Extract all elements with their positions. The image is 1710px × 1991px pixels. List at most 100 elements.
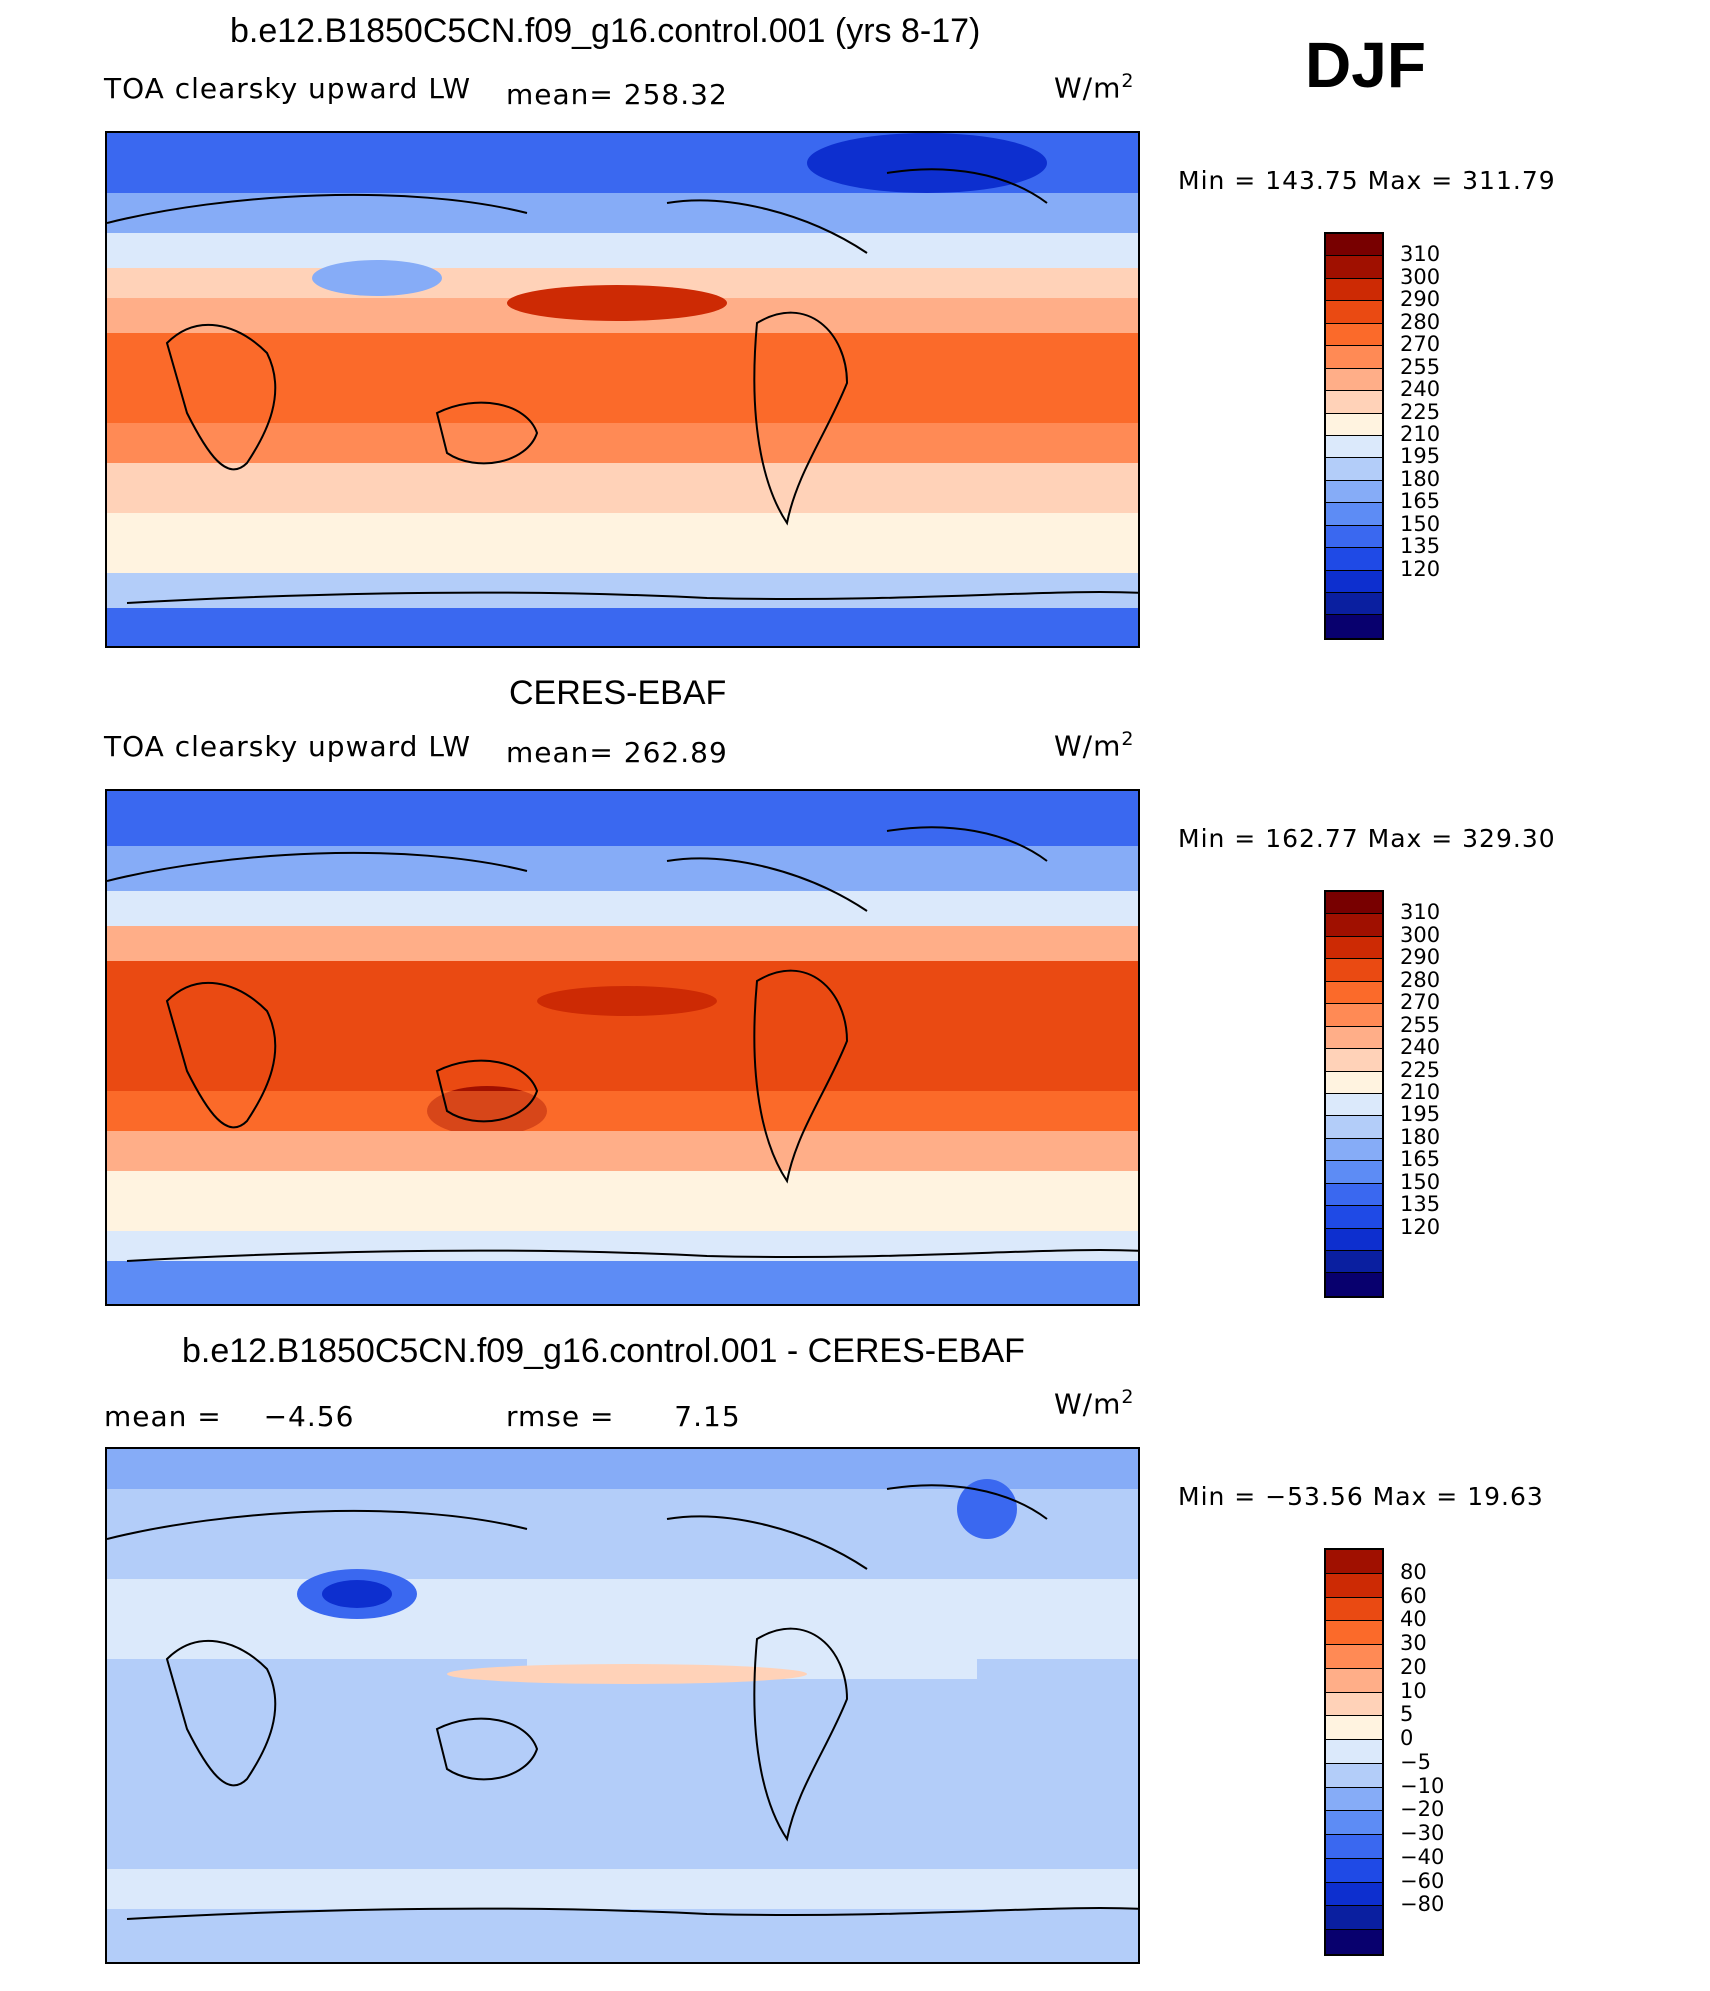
panel-3-mean: mean = −4.56 (104, 1400, 354, 1433)
colorbar-tick-label: 240 (1400, 377, 1441, 402)
panel-2-map-svg (107, 791, 1138, 1304)
units-base: W/m (1054, 1387, 1122, 1421)
colorbar-tick-label: 195 (1400, 1102, 1441, 1127)
colorbar-swatch (1326, 1093, 1382, 1117)
colorbar-swatch (1326, 1273, 1382, 1296)
colorbar-tick-label: 210 (1400, 1080, 1441, 1104)
colorbar-swatch (1326, 548, 1382, 571)
colorbar-swatch (1326, 1004, 1382, 1027)
colorbar-swatch (1326, 435, 1382, 459)
colorbar-tick-label: 135 (1400, 1192, 1441, 1217)
colorbar-tick-label: 270 (1400, 990, 1441, 1015)
colorbar-tick-label: 5 (1400, 1702, 1414, 1727)
panel-3-map-svg (107, 1449, 1138, 1962)
colorbar-swatch (1326, 234, 1382, 257)
colorbar-swatch (1326, 570, 1382, 593)
colorbar-swatch (1326, 458, 1382, 481)
colorbar-swatch (1326, 256, 1382, 279)
colorbar-tick-label: 0 (1400, 1726, 1414, 1751)
colorbar-swatch (1326, 914, 1382, 937)
colorbar-swatch (1326, 1787, 1382, 1812)
colorbar-tick-label: 280 (1400, 309, 1441, 334)
colorbar-swatch (1326, 1161, 1382, 1184)
panel-2-map (105, 789, 1140, 1306)
panel-2-mean-label: mean= (506, 736, 614, 769)
colorbar-tick-label: −80 (1400, 1892, 1445, 1917)
colorbar-tick-label: 20 (1400, 1654, 1427, 1679)
panel-1-minmax: Min = 143.75 Max = 311.79 (1178, 166, 1556, 195)
colorbar-swatch (1326, 593, 1382, 616)
colorbar-swatch (1326, 391, 1382, 414)
panel-1-mean-value: 258.32 (623, 78, 728, 111)
panel-1-colorbar (1324, 232, 1384, 640)
colorbar-swatch (1326, 1858, 1382, 1883)
colorbar-swatch (1326, 1621, 1382, 1645)
units-exponent: 2 (1121, 728, 1135, 750)
colorbar-swatch (1326, 480, 1382, 504)
colorbar-tick-label: −5 (1400, 1749, 1431, 1774)
colorbar-tick-label: 165 (1400, 489, 1441, 514)
colorbar-tick-label: 255 (1400, 1012, 1441, 1037)
colorbar-tick-label: 80 (1400, 1559, 1427, 1584)
panel-3-title: b.e12.B1850C5CN.f09_g16.control.001 - CE… (182, 1332, 1025, 1370)
colorbar-tick-label: 30 (1400, 1631, 1427, 1656)
colorbar-swatch (1326, 1049, 1382, 1072)
colorbar-tick-label: 150 (1400, 1169, 1441, 1194)
colorbar-swatch (1326, 1206, 1382, 1229)
panel-1-map-svg (107, 133, 1138, 646)
colorbar-swatch (1326, 1645, 1382, 1669)
colorbar-swatch (1326, 1138, 1382, 1162)
colorbar-swatch (1326, 1573, 1382, 1598)
colorbar-swatch (1326, 346, 1382, 369)
colorbar-tick-label: 310 (1400, 900, 1441, 925)
colorbar-swatch (1326, 1763, 1382, 1788)
colorbar-swatch (1326, 1668, 1382, 1693)
colorbar-tick-label: 225 (1400, 1057, 1441, 1082)
colorbar-swatch (1326, 1026, 1382, 1050)
colorbar-tick-label: 290 (1400, 945, 1441, 970)
colorbar-tick-label: 135 (1400, 534, 1441, 559)
colorbar-tick-label: 120 (1400, 1214, 1441, 1239)
colorbar-swatch (1326, 1692, 1382, 1717)
colorbar-swatch (1326, 1882, 1382, 1907)
colorbar-tick-label: 310 (1400, 242, 1441, 267)
colorbar-tick-label: 300 (1400, 922, 1441, 947)
colorbar-tick-label: 40 (1400, 1607, 1427, 1632)
colorbar-tick-label: 180 (1400, 466, 1441, 491)
panel-1-mean-label: mean= (506, 78, 614, 111)
colorbar-tick-label: 240 (1400, 1035, 1441, 1060)
colorbar-swatch (1326, 1550, 1382, 1574)
colorbar-tick-label: −20 (1400, 1797, 1445, 1822)
panel-2-colorbar (1324, 890, 1384, 1298)
panel-2-variable-label: TOA clearsky upward LW (104, 730, 472, 763)
colorbar-tick-label: 290 (1400, 287, 1441, 312)
colorbar-tick-label: −30 (1400, 1821, 1445, 1846)
colorbar-tick-label: 270 (1400, 332, 1441, 357)
panel-3-minmax: Min = −53.56 Max = 19.63 (1178, 1482, 1544, 1511)
colorbar-swatch (1326, 1183, 1382, 1207)
colorbar-tick-label: −40 (1400, 1844, 1445, 1869)
colorbar-swatch (1326, 1116, 1382, 1139)
colorbar-swatch (1326, 323, 1382, 347)
season-label: DJF (1305, 29, 1426, 101)
colorbar-swatch (1326, 1906, 1382, 1930)
colorbar-tick-label: 150 (1400, 511, 1441, 536)
panel-3-units: W/m2 (1054, 1386, 1135, 1420)
panel-1-title: b.e12.B1850C5CN.f09_g16.control.001 (yrs… (230, 12, 981, 50)
colorbar-swatch (1326, 1716, 1382, 1740)
colorbar-swatch (1326, 981, 1382, 1005)
colorbar-tick-label: −10 (1400, 1773, 1445, 1798)
colorbar-tick-label: 225 (1400, 399, 1441, 424)
colorbar-swatch (1326, 301, 1382, 324)
colorbar-tick-label: 120 (1400, 556, 1441, 581)
panel-1-map (105, 131, 1140, 648)
colorbar-swatch (1326, 1930, 1382, 1954)
colorbar-swatch (1326, 892, 1382, 915)
colorbar-swatch (1326, 503, 1382, 526)
colorbar-tick-label: 180 (1400, 1124, 1441, 1149)
units-exponent: 2 (1121, 70, 1135, 92)
panel-3-rmse: rmse = 7.15 (506, 1400, 741, 1433)
colorbar-swatch (1326, 1071, 1382, 1094)
colorbar-swatch (1326, 525, 1382, 549)
colorbar-swatch (1326, 615, 1382, 638)
